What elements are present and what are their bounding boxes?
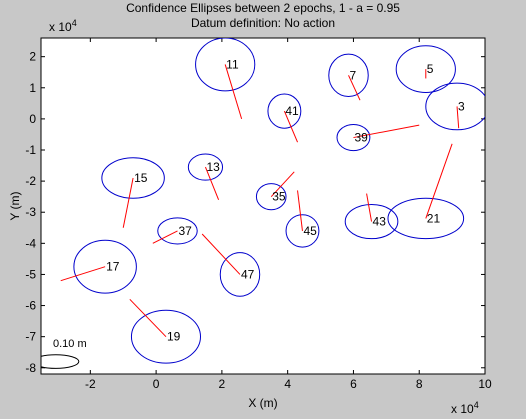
displacement-vector-13 [204, 166, 220, 200]
confidence-ellipse-11 [195, 38, 256, 92]
point-label-13: 13 [206, 160, 220, 174]
point-label-7: 7 [350, 68, 357, 82]
y-exponent-label: x 104 [49, 18, 77, 34]
confidence-ellipse-47 [219, 252, 261, 297]
confidence-ellipse-37 [157, 217, 198, 245]
chart-marks [41, 38, 485, 369]
displacement-vector-43 [366, 193, 373, 222]
point-label-17: 17 [106, 260, 120, 274]
point-label-21: 21 [427, 211, 441, 225]
y-axis: 210-1-2-3-4-5-6-7-8 [25, 50, 485, 375]
x-axis: -2 0 2 4 6 8 10 [85, 38, 492, 391]
x-tick-label: 6 [350, 377, 357, 391]
x-tick-label: 8 [416, 377, 423, 391]
x-tick-label: 10 [478, 377, 492, 391]
confidence-ellipse-13 [187, 153, 224, 181]
displacement-vector-3 [456, 106, 460, 129]
point-label-5: 5 [427, 62, 434, 76]
point-label-3: 3 [458, 99, 465, 113]
y-tick-label: -5 [25, 267, 36, 281]
displacement-vector-41 [283, 110, 298, 143]
y-tick-label: 0 [29, 112, 36, 126]
y-tick-label: -2 [25, 174, 36, 188]
confidence-ellipse-41 [267, 93, 302, 129]
displacement-vector-21 [425, 143, 453, 219]
displacement-vector-37 [152, 230, 178, 244]
y-tick-label: 2 [29, 50, 36, 64]
point-label-45: 45 [303, 224, 317, 238]
displacement-vector-39 [353, 124, 420, 139]
confidence-ellipse-39 [336, 123, 371, 152]
x-tick-label: 4 [284, 377, 291, 391]
point-label-15: 15 [134, 171, 148, 185]
confidence-ellipse-35 [255, 183, 287, 211]
y-axis-label: Y (m) [8, 191, 22, 220]
point-label-39: 39 [354, 131, 368, 145]
x-tick-label: -2 [85, 377, 96, 391]
confidence-ellipse-21 [387, 197, 465, 240]
point-label-47: 47 [241, 267, 255, 281]
point-label-35: 35 [272, 190, 286, 204]
y-tick-label: 1 [29, 81, 36, 95]
y-tick-label: -8 [25, 361, 36, 375]
displacement-vector-7 [348, 75, 361, 101]
chart-title-line-2: Datum definition: No action [190, 16, 336, 30]
scale-label: 0.10 m [53, 338, 87, 350]
confidence-ellipse-43 [344, 203, 399, 240]
displacement-vector-45 [297, 190, 303, 231]
displacement-vector-35 [270, 171, 295, 198]
point-label-37: 37 [178, 224, 192, 238]
chart-title-line-1: Confidence Ellipses between 2 epochs, 1 … [126, 1, 400, 15]
confidence-ellipse-3 [425, 82, 485, 131]
confidence-ellipse-19 [130, 309, 202, 364]
y-tick-label: -1 [25, 143, 36, 157]
displacement-vector-15 [122, 177, 134, 228]
point-label-43: 43 [373, 215, 387, 229]
displacement-vector-47 [201, 233, 241, 275]
plot-area [40, 37, 486, 375]
displacement-vector-17 [60, 266, 106, 282]
x-tick-label: 2 [219, 377, 226, 391]
confidence-ellipse-5 [395, 45, 456, 93]
point-label-11: 11 [226, 57, 239, 71]
confidence-ellipse-15 [101, 157, 165, 199]
x-exponent-label: x 104 [451, 400, 479, 416]
confidence-ellipse-7 [328, 53, 369, 97]
x-tick-label: 0 [153, 377, 160, 391]
confidence-ellipse-45 [285, 214, 320, 248]
point-label-41: 41 [285, 104, 299, 118]
confidence-ellipse-17 [73, 239, 137, 294]
displacement-vector-19 [129, 298, 167, 338]
point-label-19: 19 [167, 330, 181, 344]
y-tick-label: -6 [25, 299, 36, 313]
y-tick-label: -7 [25, 330, 36, 344]
y-tick-label: -4 [25, 236, 36, 250]
point-labels: 11 7 5 3 41 39 13 15 35 37 45 43 21 17 47 19 [106, 57, 465, 343]
scale-ellipse [41, 354, 80, 369]
displacement-vector-11 [224, 64, 243, 120]
y-tick-label: -3 [25, 205, 36, 219]
x-axis-label: X (m) [248, 396, 277, 410]
